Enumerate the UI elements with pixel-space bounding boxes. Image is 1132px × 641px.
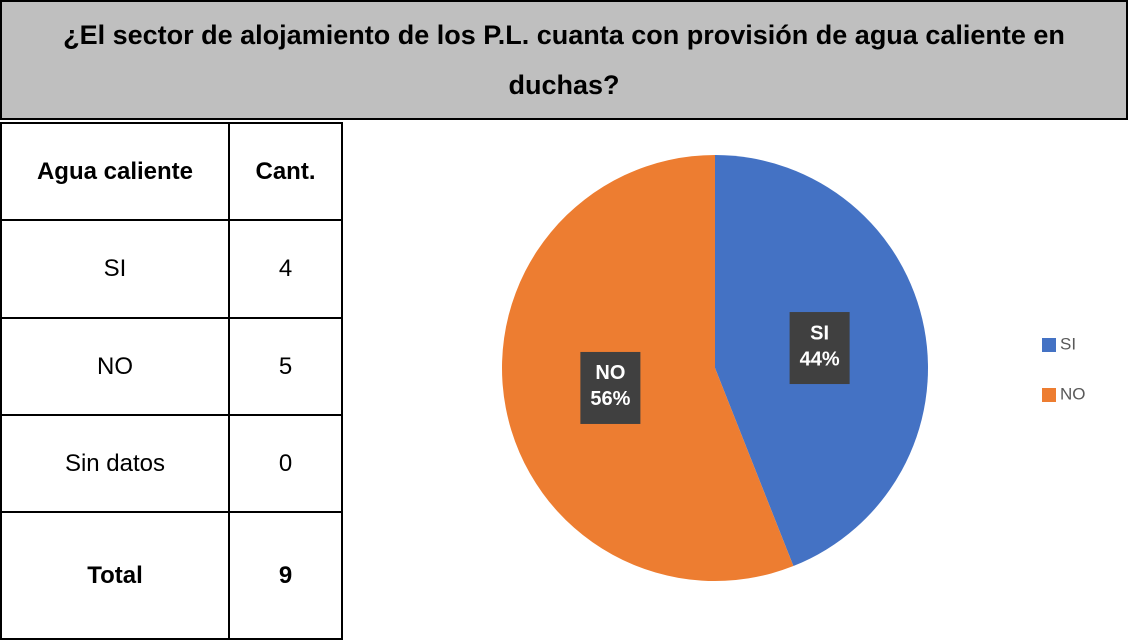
- cell: 4: [228, 219, 343, 319]
- data-label-category: SI: [810, 322, 829, 344]
- data-table: Agua caliente Cant. SI 4 NO 5 Sin datos …: [0, 122, 343, 640]
- cell: SI: [0, 219, 230, 319]
- cell: 0: [228, 414, 343, 513]
- pie-slice: [501, 155, 794, 581]
- data-label-box: [580, 351, 641, 424]
- cell: NO: [0, 317, 230, 416]
- data-label-value: 56%: [590, 388, 630, 410]
- legend-swatch: [1042, 388, 1056, 402]
- header-cell: Cant.: [228, 122, 343, 221]
- data-label-category: NO: [595, 362, 625, 384]
- cell: Total: [0, 511, 230, 640]
- title: ¿El sector de alojamiento de los P.L. cu…: [0, 0, 1128, 120]
- header-cell: Agua caliente: [0, 122, 230, 221]
- data-label-box: [789, 312, 850, 385]
- data-label-value: 44%: [800, 348, 840, 370]
- cell: 5: [228, 317, 343, 416]
- cell: Sin datos: [0, 414, 230, 513]
- cell: 9: [228, 511, 343, 640]
- legend-label: SI: [1060, 334, 1076, 353]
- legend-label: NO: [1060, 384, 1086, 403]
- legend-swatch: [1042, 338, 1056, 352]
- chart: SI 44% NO 56% SI NO: [501, 155, 1086, 581]
